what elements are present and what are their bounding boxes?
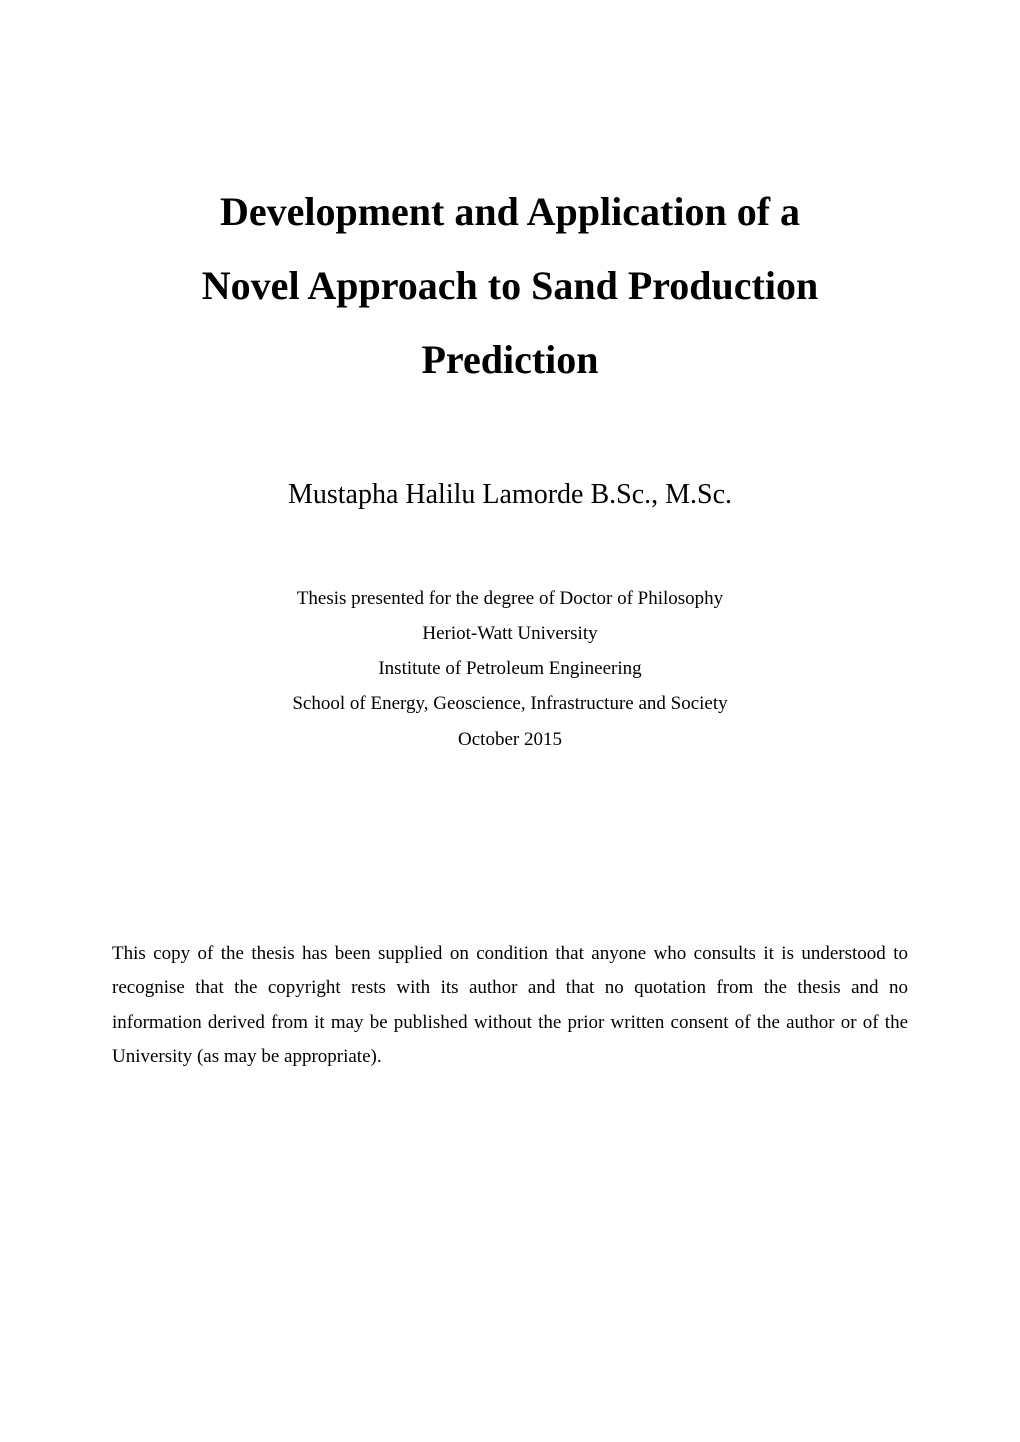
title-line-2: Novel Approach to Sand Production <box>112 249 908 323</box>
copyright-notice-block: This copy of the thesis has been supplie… <box>112 937 908 1075</box>
institute-name: Institute of Petroleum Engineering <box>112 651 908 686</box>
submission-date: October 2015 <box>112 722 908 757</box>
title-line-1: Development and Application of a <box>112 175 908 249</box>
school-name: School of Energy, Geoscience, Infrastruc… <box>112 686 908 721</box>
author-name: Mustapha Halilu Lamorde B.Sc., M.Sc. <box>112 479 908 511</box>
copyright-notice-text: This copy of the thesis has been supplie… <box>112 937 908 1075</box>
degree-statement: Thesis presented for the degree of Docto… <box>112 581 908 616</box>
thesis-title-block: Development and Application of a Novel A… <box>112 175 908 397</box>
affiliation-block: Thesis presented for the degree of Docto… <box>112 581 908 757</box>
university-name: Heriot-Watt University <box>112 616 908 651</box>
title-line-3: Prediction <box>112 323 908 397</box>
author-block: Mustapha Halilu Lamorde B.Sc., M.Sc. <box>112 479 908 511</box>
